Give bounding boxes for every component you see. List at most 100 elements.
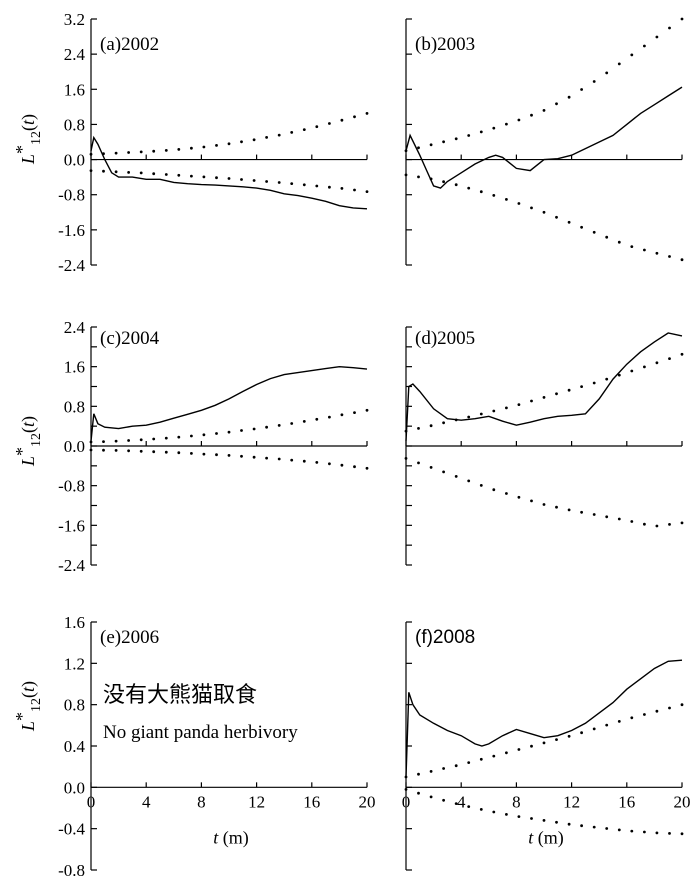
lower-envelope-dot <box>542 819 546 822</box>
upper-envelope-dot <box>252 138 256 142</box>
lower-envelope-dot <box>643 522 646 526</box>
lower-envelope-dot <box>567 220 571 224</box>
upper-envelope-dot <box>114 151 118 155</box>
upper-envelope-dot <box>328 415 331 419</box>
x-tick-label: 0 <box>87 792 96 811</box>
upper-envelope-dot <box>630 53 634 57</box>
panel-4: (d)2005 <box>404 326 684 566</box>
upper-envelope-dot <box>555 392 558 396</box>
y-tick-label: -2.4 <box>58 256 85 275</box>
lower-envelope-dot <box>655 524 659 528</box>
x-tick-label: 16 <box>303 792 320 811</box>
lower-envelope-dot <box>442 798 445 802</box>
panel-label: (d)2005 <box>415 328 475 349</box>
y-tick-label: 0.8 <box>64 397 85 416</box>
observed-series-line <box>405 332 683 442</box>
upper-envelope-dot <box>630 716 634 720</box>
x-tick-label: 8 <box>197 792 206 811</box>
upper-envelope-dot <box>492 754 496 758</box>
upper-envelope-dot <box>655 35 659 39</box>
lower-envelope-dot <box>365 466 369 470</box>
lower-envelope-dot <box>454 475 458 478</box>
upper-envelope-dot <box>340 413 344 417</box>
upper-envelope-dot <box>668 706 671 710</box>
panel-label: (f)2008 <box>415 627 475 648</box>
x-axis-title: t (m) <box>213 827 249 848</box>
upper-envelope-dot <box>555 738 558 741</box>
upper-envelope-dot <box>492 409 496 413</box>
upper-envelope-dot <box>164 149 168 152</box>
x-tick-label: 12 <box>248 792 265 811</box>
upper-envelope-dot <box>190 434 193 438</box>
y-tick-label: 2.4 <box>64 318 86 337</box>
lower-envelope-dot <box>340 463 344 467</box>
upper-envelope-dot <box>605 723 609 727</box>
upper-envelope-dot <box>302 128 306 132</box>
y-tick-label: 1.6 <box>64 80 85 99</box>
lower-envelope-dot <box>340 187 344 190</box>
upper-envelope-dot <box>517 403 521 406</box>
x-tick-label: 12 <box>563 792 580 811</box>
lower-envelope-dot <box>152 172 156 176</box>
lower-envelope-dot <box>102 169 105 173</box>
lower-envelope-dot <box>467 186 471 190</box>
upper-envelope-dot <box>328 122 331 125</box>
panel-label: (c)2004 <box>100 328 160 349</box>
lower-envelope-dot <box>605 515 609 519</box>
y-tick-label: 2.4 <box>64 45 86 64</box>
lower-envelope-dot <box>227 177 231 180</box>
upper-envelope-dot <box>102 152 105 156</box>
lower-envelope-dot <box>530 206 533 210</box>
lower-envelope-dot <box>617 517 621 521</box>
y-axis-title: L*12(t) <box>12 681 44 732</box>
upper-envelope-dot <box>353 115 356 119</box>
lower-envelope-dot <box>202 452 206 456</box>
lower-envelope-dot <box>668 523 671 526</box>
panel-2: (b)2003 <box>404 17 684 266</box>
lower-envelope-dot <box>592 825 596 829</box>
lower-envelope-dot <box>668 255 671 258</box>
upper-envelope-dot <box>617 720 621 723</box>
upper-envelope-dot <box>404 429 408 433</box>
upper-envelope-dot <box>365 112 369 115</box>
x-tick-label: 0 <box>402 792 411 811</box>
lower-envelope-dot <box>302 183 306 187</box>
lower-envelope-dot <box>114 449 118 452</box>
upper-envelope-dot <box>190 146 193 150</box>
lower-envelope-dot <box>467 479 471 483</box>
upper-envelope-dot <box>404 775 408 779</box>
lower-envelope-dot <box>417 175 420 179</box>
y-tick-label: -0.4 <box>58 820 85 839</box>
upper-envelope-dot <box>530 399 533 403</box>
panel-3: 2.4 1.6 0.8 0.0 -0.8 -1.6 -2.4 L*12(t) (c)2004 <box>12 318 369 575</box>
upper-envelope-dot <box>417 427 420 430</box>
y-tick-label: 0.0 <box>64 778 85 797</box>
lower-envelope-dot <box>617 240 621 244</box>
lower-envelope-dot <box>655 831 659 835</box>
upper-envelope-dot <box>643 365 646 369</box>
lower-envelope-dot <box>442 470 445 474</box>
lower-envelope-dot <box>127 171 130 174</box>
y-tick-label: 1.6 <box>64 613 85 632</box>
annotation-cn: 没有大熊猫取食 <box>103 683 257 708</box>
upper-envelope-dot <box>643 44 646 48</box>
x-axis-title: t (m) <box>528 827 564 848</box>
lower-envelope-dot <box>492 194 496 197</box>
upper-envelope-dot <box>177 435 181 439</box>
observed-series-line <box>90 135 368 210</box>
lower-envelope-dot <box>605 235 609 239</box>
y-tick-label: 0.8 <box>64 115 85 134</box>
upper-envelope-dot <box>505 406 508 410</box>
y-tick-label: 0.4 <box>64 737 86 756</box>
lower-envelope-dot <box>467 805 471 808</box>
upper-envelope-dot <box>680 17 684 21</box>
upper-envelope-dot <box>240 429 243 432</box>
lower-envelope-dot <box>215 453 218 457</box>
lower-envelope-dot <box>404 457 408 460</box>
lower-envelope-dot <box>240 178 243 181</box>
upper-envelope-dot <box>655 361 659 365</box>
lower-envelope-dot <box>542 210 546 214</box>
lower-envelope-dot <box>517 815 521 818</box>
lower-envelope-dot <box>315 184 319 188</box>
